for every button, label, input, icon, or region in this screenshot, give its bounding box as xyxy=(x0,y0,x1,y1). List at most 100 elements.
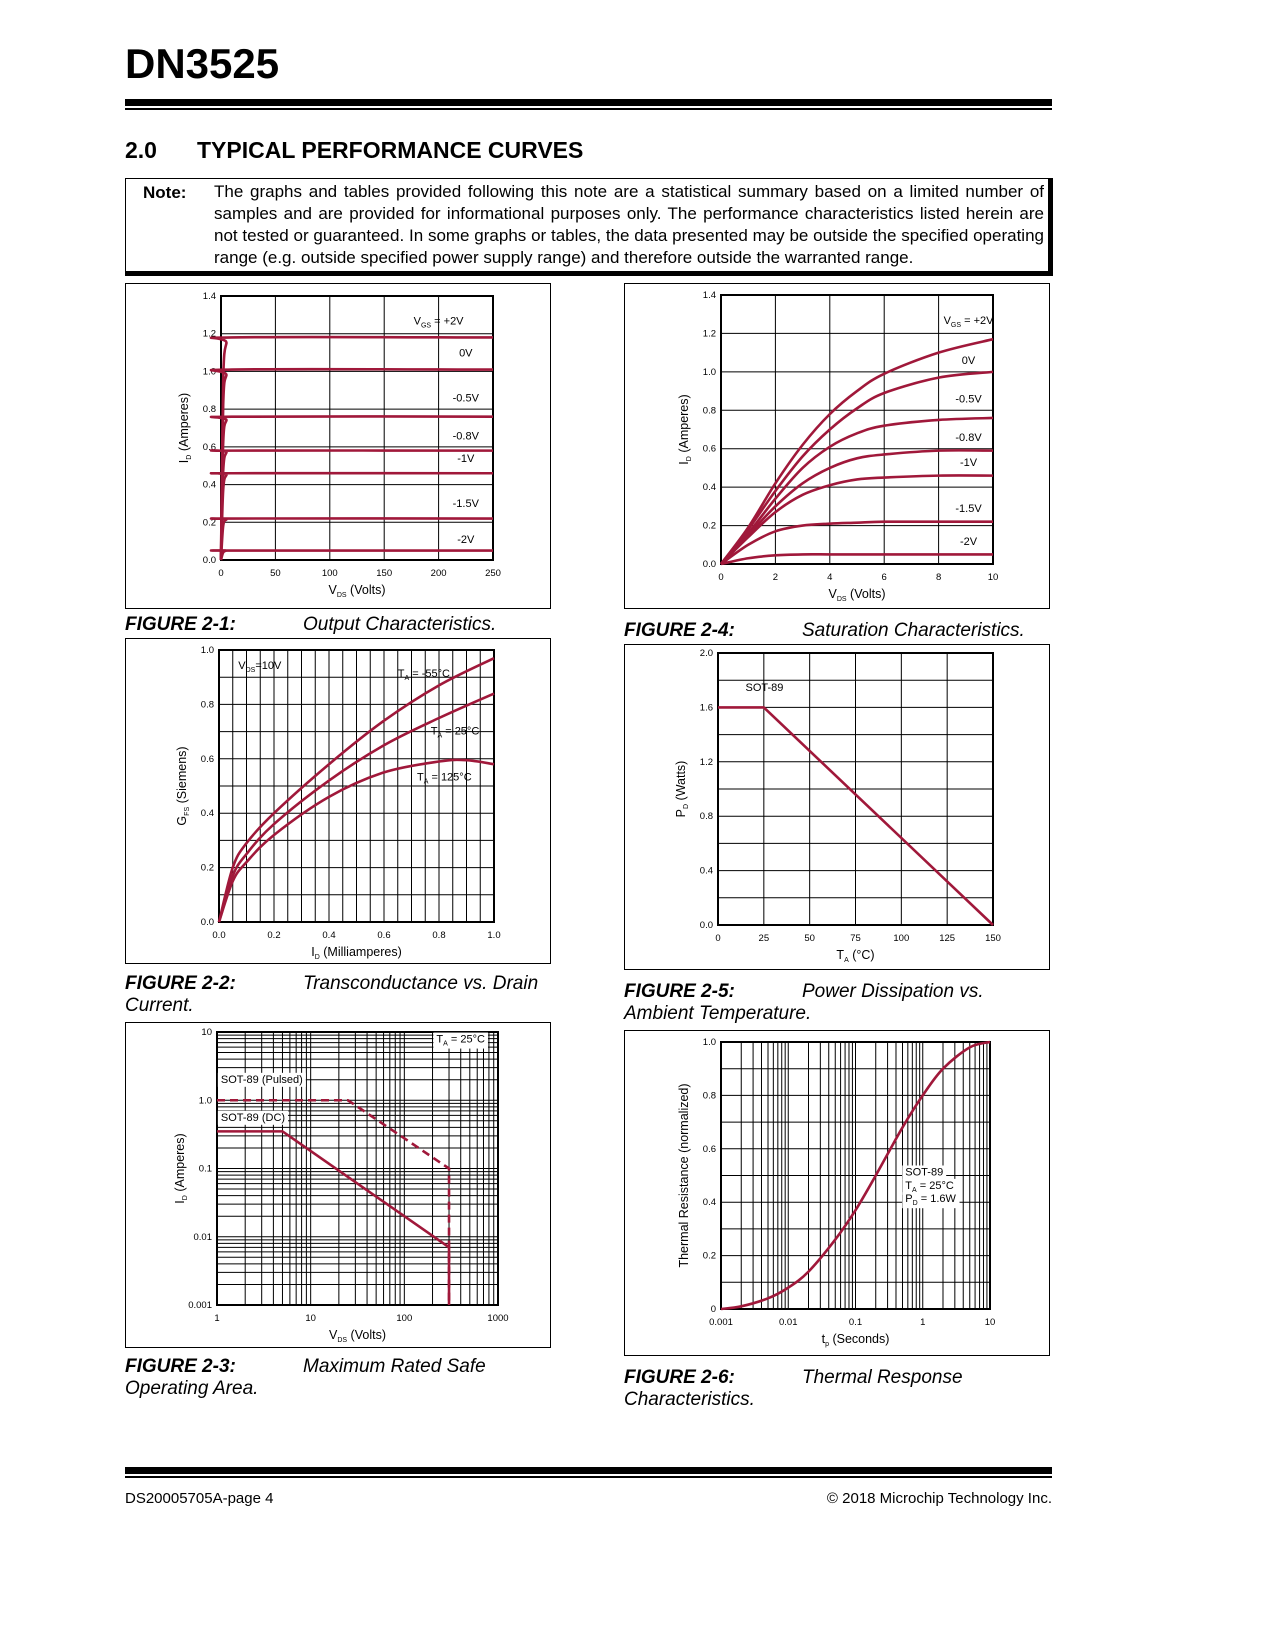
y-tick-label: 1.0 xyxy=(201,645,214,656)
gridlines xyxy=(717,652,994,926)
x-tick-label: 0.6 xyxy=(377,930,390,941)
x-tick-label: 8 xyxy=(936,572,941,583)
y-tick-label: 1.2 xyxy=(203,329,216,340)
y-tick-label: 1.0 xyxy=(199,1095,212,1106)
plot-frame xyxy=(218,649,495,923)
y-tick-label: 1.2 xyxy=(700,757,713,768)
y-tick-label: 10 xyxy=(201,1027,212,1038)
series-line-0 xyxy=(720,1040,991,1311)
series-label: -2V xyxy=(457,534,475,546)
series-label: -1V xyxy=(960,457,978,469)
y-axis-title: GFS (Siemens) xyxy=(175,746,191,825)
chart-annotation: VDS=10V xyxy=(238,660,282,674)
x-tick-label: 4 xyxy=(827,572,832,583)
caption-title: Power Dissipation vs. xyxy=(802,981,984,1002)
x-tick-label: 1000 xyxy=(487,1313,508,1324)
plot-frame xyxy=(216,1031,499,1306)
caption-title: Transconductance vs. Drain xyxy=(303,973,539,994)
series-line-5 xyxy=(720,520,993,566)
figure-2-3-chart: 1 10 100 1000 0.001 0.01 0.1 1.0 10 VDS (Volts) ID… xyxy=(173,1027,509,1344)
y-axis-title: Thermal Resistance (normalized) xyxy=(677,1083,691,1267)
y-tick-label: 0.0 xyxy=(201,917,214,928)
series-label: -0.8V xyxy=(453,430,480,442)
x-axis-title: ID (Milliamperes) xyxy=(311,945,402,961)
x-tick-label: 2 xyxy=(773,572,778,583)
figure-2-3-box xyxy=(125,1022,551,1348)
figure-2-4-chart: 0 2 4 6 8 10 0.0 0.2 0.4 0.6 0.8 1.0 1.2 1.4 VDS (Volt… xyxy=(677,290,998,603)
series-line-4 xyxy=(720,474,994,565)
y-tick-label: 0.001 xyxy=(188,1300,212,1311)
figure-2-2-box xyxy=(125,638,551,964)
series-line-2 xyxy=(209,415,494,561)
header-rule xyxy=(125,99,1052,106)
footer-rule xyxy=(125,1467,1052,1474)
y-tick-label: 0.0 xyxy=(700,920,713,931)
series-label: -2V xyxy=(960,536,978,548)
series-line-3 xyxy=(209,449,494,561)
y-tick-label: 0.2 xyxy=(201,863,214,874)
series-line-6 xyxy=(209,549,493,561)
series-line-1 xyxy=(209,367,494,561)
y-tick-label: 0.4 xyxy=(201,808,214,819)
series-label: 0V xyxy=(459,347,473,359)
caption-continuation: Current. xyxy=(125,995,194,1016)
series-label: -1V xyxy=(457,453,475,465)
y-tick-label: 0.4 xyxy=(703,1197,716,1208)
plot-frame xyxy=(720,294,994,565)
y-tick-label: 0.6 xyxy=(201,754,214,765)
figure-2-4-box xyxy=(624,283,1050,609)
y-tick-label: 0.0 xyxy=(203,555,216,566)
caption-continuation: Characteristics. xyxy=(624,1389,755,1410)
y-axis-title: ID (Amperes) xyxy=(677,394,693,464)
x-tick-label: 100 xyxy=(322,568,338,579)
x-tick-label: 125 xyxy=(939,933,955,944)
figure-2-6-box xyxy=(624,1030,1050,1356)
series-label: SOT-89 (DC) xyxy=(221,1112,285,1124)
series-label: TA = 25°C xyxy=(431,725,480,739)
series-line-0 xyxy=(217,656,495,923)
figure-2-4-caption: FIGURE 2-4: Saturation Characteristics. xyxy=(624,620,1025,642)
plot-frame xyxy=(220,295,494,561)
x-tick-label: 0.4 xyxy=(322,930,335,941)
y-tick-label: 1.4 xyxy=(203,291,216,302)
figure-2-1-caption: FIGURE 2-1: Output Characteristics. xyxy=(125,614,496,636)
header-rule-thin xyxy=(125,108,1052,110)
x-tick-label: 0.2 xyxy=(267,930,280,941)
figure-2-1-box xyxy=(125,283,551,609)
y-tick-label: 0.4 xyxy=(203,480,216,491)
figure-2-5-chart: 0 25 50 75 100 125 150 0.0 0.4 0.8 1.2 1.6 2.0 TA (°C… xyxy=(674,648,1001,964)
section-heading: TYPICAL PERFORMANCE CURVES xyxy=(197,137,584,163)
y-tick-label: 0.8 xyxy=(201,699,214,710)
footer-rule-thin xyxy=(125,1476,1052,1478)
chart-annotation: TA = 25°C xyxy=(905,1180,954,1194)
series-line-4 xyxy=(209,471,494,561)
x-tick-label: 100 xyxy=(893,933,909,944)
y-tick-label: 1.0 xyxy=(203,366,216,377)
caption-title: Thermal Response xyxy=(802,1367,963,1388)
y-axis-title: ID (Amperes) xyxy=(177,393,193,463)
figure-2-1-chart: 0 50 100 150 200 250 0.0 0.2 0.4 0.6 0.8 1.0 1.2 1.4 V… xyxy=(177,291,501,599)
series-label: -0.8V xyxy=(955,432,982,444)
document-title: DN3525 xyxy=(125,40,280,87)
x-tick-label: 100 xyxy=(396,1313,412,1324)
caption-title: Saturation Characteristics. xyxy=(802,620,1025,641)
series-label: TA = 125°C xyxy=(417,772,472,786)
figure-2-5-caption: FIGURE 2-5: Power Dissipation vs. Ambient … xyxy=(624,981,984,1025)
x-tick-label: 75 xyxy=(850,933,861,944)
x-axis-title: VDS (Volts) xyxy=(329,583,386,599)
series-label: TA = -55°C xyxy=(398,668,450,682)
footer-document-id: DS20005705A-page 4 xyxy=(125,1490,274,1507)
y-tick-label: 1.0 xyxy=(703,1037,716,1048)
plot-frame xyxy=(717,652,994,926)
x-axis-title: VDS (Volts) xyxy=(329,1328,386,1344)
series-line-1 xyxy=(719,370,994,565)
y-tick-label: 0.01 xyxy=(194,1232,213,1243)
y-tick-label: 0.8 xyxy=(203,404,216,415)
x-tick-label: 25 xyxy=(759,933,770,944)
chart-annotation: PD = 1.6W xyxy=(905,1193,956,1207)
x-tick-label: 0.1 xyxy=(849,1317,862,1328)
x-tick-label: 1.0 xyxy=(487,930,500,941)
x-tick-label: 250 xyxy=(485,568,501,579)
